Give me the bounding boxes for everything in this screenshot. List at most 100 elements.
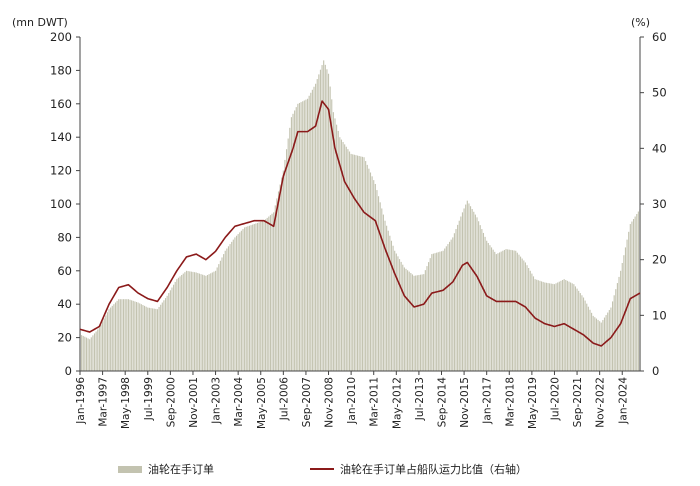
bar — [305, 99, 307, 372]
bar — [194, 272, 196, 371]
bar — [423, 274, 425, 371]
bar — [171, 287, 173, 371]
bar — [578, 290, 580, 371]
bar — [160, 304, 162, 371]
bar — [576, 288, 578, 371]
bar — [216, 267, 218, 371]
x-tick-label: Nov-2022 — [595, 377, 607, 428]
right-tick-label: 20 — [652, 253, 667, 267]
x-tick-label: Mar-2018 — [504, 377, 516, 427]
bar — [239, 232, 241, 371]
bar — [106, 312, 108, 371]
bar — [632, 219, 635, 371]
bar — [608, 310, 610, 371]
bar — [432, 253, 434, 371]
bar — [534, 279, 536, 371]
bar — [247, 226, 249, 371]
x-tick-label: Jul-2006 — [278, 377, 290, 421]
bar — [542, 281, 544, 371]
bar — [468, 203, 470, 371]
bar — [273, 212, 275, 371]
bar — [357, 155, 359, 371]
bar — [342, 141, 344, 371]
bar — [408, 271, 410, 371]
bar — [413, 275, 415, 371]
bar — [189, 271, 191, 371]
bar — [531, 273, 533, 371]
bar — [202, 274, 204, 371]
bar — [379, 202, 381, 371]
bar — [402, 264, 404, 371]
bar — [492, 249, 494, 371]
bar — [173, 284, 175, 371]
bar — [371, 176, 373, 371]
bar — [458, 220, 460, 371]
bar — [235, 235, 238, 371]
bar — [331, 99, 333, 371]
x-tick-label: Jan-2017 — [482, 377, 494, 425]
bar — [174, 281, 176, 371]
bar — [497, 253, 499, 371]
bar — [121, 299, 123, 371]
right-tick-label: 30 — [652, 197, 667, 211]
bar — [187, 271, 189, 371]
bar — [219, 260, 221, 371]
bar — [195, 272, 197, 371]
bar — [505, 249, 507, 371]
bar — [544, 282, 546, 371]
bar — [226, 248, 228, 371]
bar — [237, 234, 239, 371]
bar — [347, 149, 349, 371]
x-tick-label: May-2019 — [527, 377, 539, 429]
bar — [139, 303, 141, 371]
bar — [286, 149, 288, 371]
bar — [600, 322, 602, 371]
bar — [374, 183, 376, 371]
bar — [563, 279, 565, 371]
bar — [232, 239, 234, 371]
x-tick-label: Mar-2004 — [233, 377, 245, 427]
bar — [147, 307, 149, 371]
bar — [298, 102, 301, 372]
bar — [163, 300, 165, 371]
bar — [134, 301, 136, 371]
bar — [129, 299, 131, 371]
bar — [265, 219, 267, 371]
bar — [205, 275, 207, 371]
bar — [110, 307, 112, 371]
bar — [524, 262, 526, 371]
bar — [561, 279, 564, 371]
legend-label-ratio: 油轮在手订单占船队运力比值（右轴） — [340, 463, 527, 476]
bar — [135, 301, 138, 371]
left-tick-label: 160 — [50, 97, 72, 111]
right-tick-label: 50 — [652, 86, 667, 100]
bar — [116, 300, 118, 371]
bar — [277, 191, 280, 371]
bar — [310, 92, 312, 371]
bar — [105, 315, 107, 371]
bar — [618, 276, 620, 371]
bar — [327, 73, 330, 372]
bar — [373, 180, 375, 371]
bar — [516, 252, 518, 371]
bar — [336, 124, 338, 371]
bar — [629, 224, 631, 371]
bar — [634, 216, 636, 371]
bar — [377, 196, 380, 371]
bar — [145, 306, 147, 371]
bar — [224, 250, 226, 371]
bar — [394, 250, 396, 371]
bar — [358, 155, 360, 371]
bar — [234, 237, 236, 371]
bar — [515, 250, 517, 371]
bar — [549, 283, 551, 371]
bar — [520, 256, 522, 371]
bar — [185, 270, 188, 371]
bar — [114, 302, 117, 371]
bar — [345, 146, 347, 371]
bar — [405, 268, 407, 371]
bar — [381, 208, 383, 371]
bar — [410, 273, 412, 371]
bar — [113, 304, 115, 371]
x-tick-label: Sep-2000 — [165, 377, 177, 427]
